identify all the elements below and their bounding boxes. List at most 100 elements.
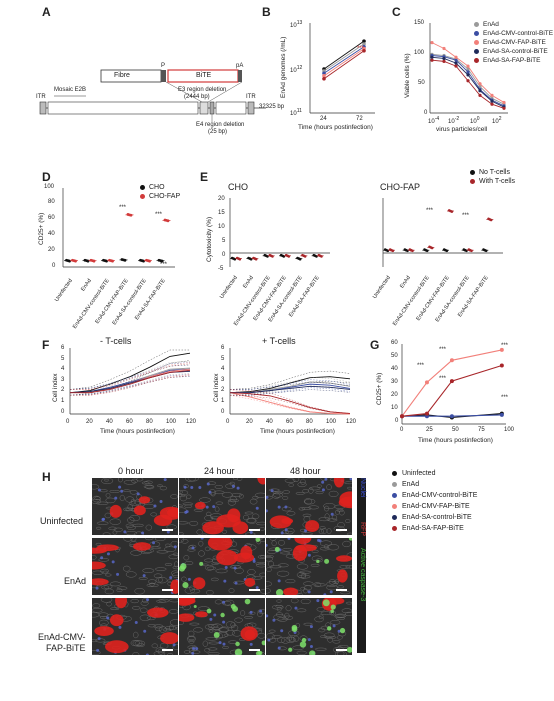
- cell-outline: [123, 507, 133, 512]
- legend-dot: [392, 514, 397, 520]
- cell-outline: [226, 630, 235, 636]
- rfp-cell: [294, 538, 312, 545]
- cell-outline: [232, 478, 238, 481]
- f-ytick: 0: [61, 408, 65, 415]
- cell-outline: [172, 565, 178, 570]
- cell-outline: [296, 608, 307, 613]
- h-row-enad: EnAd: [64, 576, 87, 586]
- cell-outline: [109, 581, 121, 587]
- cell-outline: [156, 550, 169, 554]
- cell-outline: [102, 570, 109, 574]
- cell-outline: [105, 497, 116, 504]
- legend-label: EnAd-CMV-control-BiTE: [402, 492, 478, 499]
- caspase-cell: [256, 650, 262, 655]
- f-series-line: [69, 352, 191, 394]
- nucleus: [266, 614, 269, 618]
- nucleus: [187, 577, 191, 581]
- cell-outline: [179, 494, 188, 502]
- b-series-line: [323, 43, 365, 72]
- rfp-cell: [244, 629, 256, 640]
- b-series-line: [323, 46, 365, 74]
- nucleus: [106, 552, 110, 556]
- cell-outline: [193, 627, 204, 633]
- f-series-line: [229, 376, 351, 394]
- cell-outline: [268, 629, 276, 633]
- cell-outline: [296, 650, 307, 655]
- cell-outline: [169, 619, 178, 626]
- nucleus: [329, 590, 333, 594]
- b-ytick-3: 1011: [290, 108, 302, 117]
- panel-label-g: G: [370, 338, 380, 352]
- itr-right-label: ITR: [246, 94, 256, 100]
- cell-outline: [108, 526, 117, 531]
- legend-dot: [392, 503, 397, 509]
- scale-bar: [249, 649, 260, 651]
- micrograph-image: [92, 538, 178, 595]
- g-xtick: 100: [504, 427, 515, 433]
- g-sig: ***: [439, 347, 447, 353]
- nucleus: [118, 625, 122, 629]
- legend-label: EnAd-SA-FAP-BiTE: [483, 57, 541, 64]
- cell-outline: [153, 573, 163, 579]
- g-data-point: [449, 414, 454, 419]
- rfp-cell: [336, 555, 352, 562]
- c-ytick-2: 100: [414, 50, 425, 56]
- cell-outline: [168, 609, 178, 614]
- cell-outline: [206, 589, 214, 595]
- cell-outline: [319, 540, 333, 547]
- e-ytick-3: 10: [218, 224, 225, 230]
- cell-outline: [186, 494, 192, 499]
- micrograph-texture: [92, 538, 178, 595]
- nucleus: [307, 590, 311, 594]
- cell-outline: [197, 606, 210, 611]
- caspase-cell: [182, 582, 189, 589]
- nucleus: [116, 572, 120, 576]
- cell-outline: [125, 571, 137, 578]
- c-data-point: [466, 73, 470, 77]
- rfp-cell: [109, 504, 122, 518]
- cell-outline: [251, 513, 260, 520]
- f-ytick: 3: [61, 376, 65, 383]
- cell-outline: [326, 581, 338, 587]
- nucleus: [152, 541, 156, 545]
- nucleus: [222, 620, 226, 624]
- cell-outline: [174, 561, 178, 568]
- cell-outline: [183, 555, 190, 561]
- caspase-cell: [288, 647, 293, 652]
- nucleus: [146, 598, 150, 602]
- cell-outline: [277, 563, 289, 568]
- cell-outline: [218, 627, 229, 633]
- fibre-label: Fibre: [114, 72, 130, 79]
- c-data-point: [478, 85, 482, 89]
- c-data-point: [490, 99, 494, 103]
- cell-outline: [298, 507, 306, 511]
- caspase-cell: [235, 641, 240, 647]
- cell-outline: [260, 555, 265, 559]
- chart-c: [429, 23, 508, 114]
- f-xtick: 100: [166, 419, 177, 425]
- f-xtick: 80: [306, 419, 313, 425]
- cell-outline: [251, 576, 263, 580]
- f-error-band: [230, 376, 351, 390]
- b-data-point: [362, 42, 366, 46]
- rfp-cell: [338, 496, 352, 509]
- cell-outline: [272, 491, 283, 495]
- cell-outline: [96, 526, 102, 530]
- cell-outline: [284, 478, 296, 483]
- cell-outline: [256, 521, 265, 526]
- f-xtick: 120: [186, 419, 197, 425]
- caspase-cell: [327, 626, 332, 631]
- c-xtick-2: 10-2: [448, 116, 460, 125]
- cell-outline: [320, 611, 332, 616]
- nucleus: [96, 648, 100, 652]
- caspase-cell: [316, 559, 320, 564]
- cell-outline: [179, 538, 185, 543]
- caspase-cell: [244, 598, 251, 605]
- f-error-band: [229, 380, 351, 396]
- c-data-point: [442, 59, 446, 63]
- c-data-point: [478, 82, 482, 86]
- cell-outline: [139, 607, 148, 613]
- nucleus: [233, 566, 237, 570]
- b-series-line: [323, 48, 365, 77]
- e3-label: E3 region deletion: [178, 87, 227, 93]
